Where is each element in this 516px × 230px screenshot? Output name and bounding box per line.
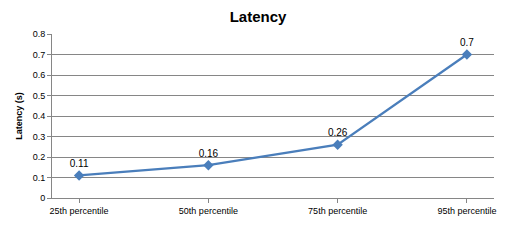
svg-text:0: 0 xyxy=(40,193,45,203)
svg-text:0.26: 0.26 xyxy=(328,127,348,138)
svg-text:0.6: 0.6 xyxy=(33,70,46,80)
svg-text:0.7: 0.7 xyxy=(33,50,46,60)
svg-text:25th percentile: 25th percentile xyxy=(50,206,109,216)
svg-text:75th percentile: 75th percentile xyxy=(308,206,367,216)
svg-text:0.1: 0.1 xyxy=(33,173,46,183)
svg-text:0.7: 0.7 xyxy=(460,37,474,48)
svg-text:0.8: 0.8 xyxy=(33,29,46,39)
svg-text:50th percentile: 50th percentile xyxy=(179,206,238,216)
svg-text:0.2: 0.2 xyxy=(33,152,46,162)
svg-text:0.3: 0.3 xyxy=(33,132,46,142)
svg-text:0.4: 0.4 xyxy=(33,111,46,121)
svg-text:0.11: 0.11 xyxy=(70,158,89,169)
svg-text:Latency (s): Latency (s) xyxy=(14,92,24,140)
svg-text:0.5: 0.5 xyxy=(33,91,46,101)
svg-text:0.16: 0.16 xyxy=(199,148,219,159)
svg-text:Latency: Latency xyxy=(230,8,287,25)
svg-text:95th percentile: 95th percentile xyxy=(437,206,496,216)
